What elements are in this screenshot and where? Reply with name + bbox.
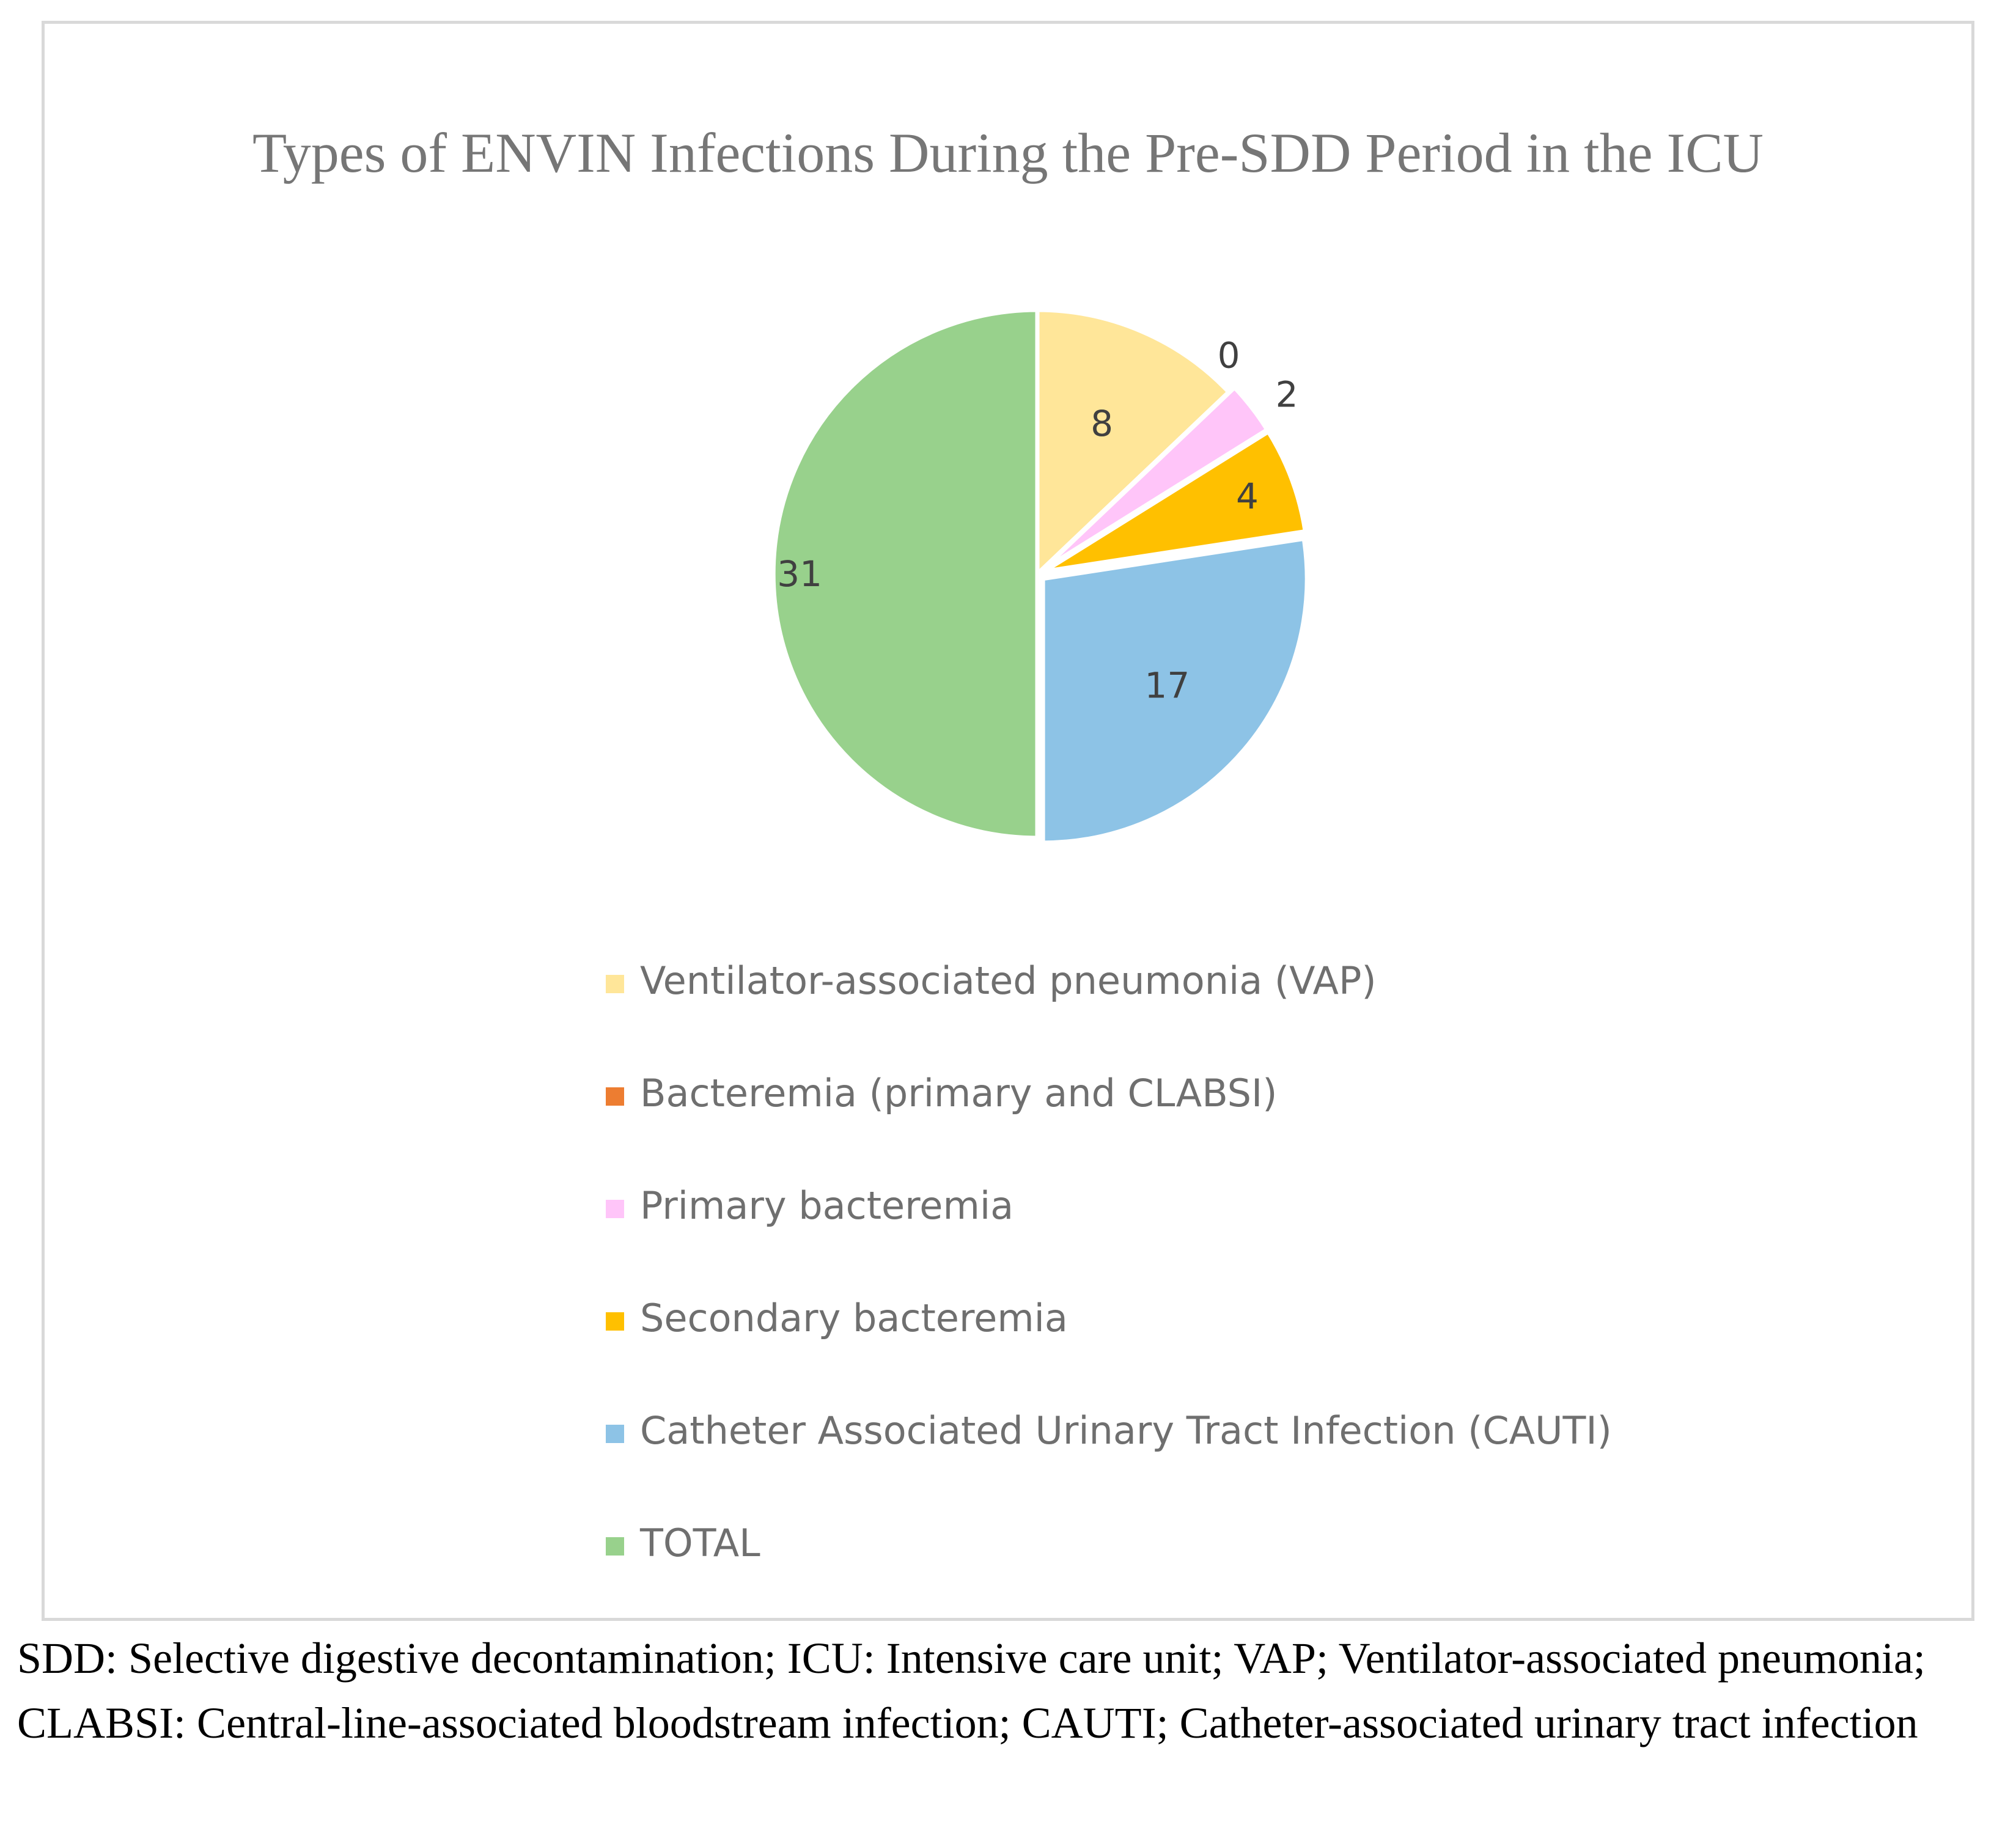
legend-swatch	[606, 1312, 624, 1331]
legend-swatch	[606, 1087, 624, 1106]
legend-item-secondary-bacteremia: Secondary bacteremia	[606, 1289, 1612, 1401]
legend-swatch	[606, 975, 624, 993]
legend-item-total: TOTAL	[606, 1514, 1612, 1626]
legend-label: TOTAL	[640, 1521, 760, 1565]
legend-swatch	[606, 1200, 624, 1218]
legend-label: Bacteremia (primary and CLABSI)	[640, 1071, 1278, 1115]
legend-item-catheter-associated-urinary-tract-infection-cauti: Catheter Associated Urinary Tract Infect…	[606, 1401, 1612, 1514]
data-label-ventilator-associated-pneumonia-vap: 8	[1091, 403, 1113, 444]
legend-label: Primary bacteremia	[640, 1183, 1014, 1228]
chart-title: Types of ENVIN Infections During the Pre…	[252, 122, 1764, 184]
legend-item-primary-bacteremia: Primary bacteremia	[606, 1177, 1612, 1289]
data-label-bacteremia-primary-and-clabsi: 0	[1218, 334, 1240, 376]
data-label-catheter-associated-urinary-tract-infection-cauti: 17	[1144, 664, 1190, 706]
pie-slice-ventilator-associated-pneumonia-vap	[1035, 307, 1232, 579]
pie-slice-primary-bacteremia	[1042, 384, 1270, 571]
data-label-primary-bacteremia: 2	[1276, 373, 1298, 415]
legend-label: Catheter Associated Urinary Tract Infect…	[640, 1408, 1612, 1453]
data-label-total: 31	[777, 553, 822, 595]
chart-frame: Types of ENVIN Infections During the Pre…	[42, 21, 1974, 1621]
legend-swatch	[606, 1537, 624, 1556]
figure-caption: SDD: Selective digestive decontamination…	[17, 1634, 1926, 1747]
pie-slice-total	[771, 307, 1040, 840]
pie-slice-secondary-bacteremia	[1043, 428, 1308, 574]
data-label-secondary-bacteremia: 4	[1236, 476, 1259, 517]
pie-chart: 8 02 4 17 31	[771, 307, 1309, 845]
legend-swatch	[606, 1425, 624, 1443]
pie-slice-catheter-associated-urinary-tract-infection-cauti	[1040, 536, 1309, 845]
legend-label: Ventilator-associated pneumonia (VAP)	[640, 958, 1377, 1003]
legend: Ventilator-associated pneumonia (VAP) Bac…	[606, 952, 1612, 1626]
legend-label: Secondary bacteremia	[640, 1296, 1068, 1340]
legend-item-ventilator-associated-pneumonia-vap: Ventilator-associated pneumonia (VAP)	[606, 952, 1612, 1064]
legend-item-bacteremia-primary-and-clabsi: Bacteremia (primary and CLABSI)	[606, 1064, 1612, 1177]
